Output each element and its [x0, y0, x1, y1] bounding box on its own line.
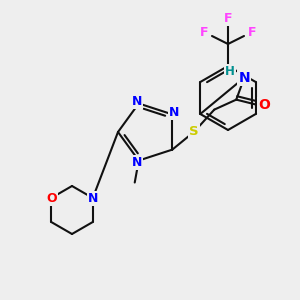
Text: N: N	[131, 95, 142, 108]
Text: S: S	[190, 125, 199, 138]
Text: F: F	[248, 26, 256, 38]
Text: N: N	[131, 156, 142, 169]
Text: N: N	[238, 70, 250, 85]
Text: N: N	[169, 106, 179, 119]
Text: F: F	[200, 26, 208, 38]
Text: O: O	[258, 98, 270, 112]
Text: F: F	[224, 11, 232, 25]
Text: O: O	[46, 191, 56, 205]
Text: N: N	[88, 191, 98, 205]
Text: H: H	[225, 65, 235, 78]
